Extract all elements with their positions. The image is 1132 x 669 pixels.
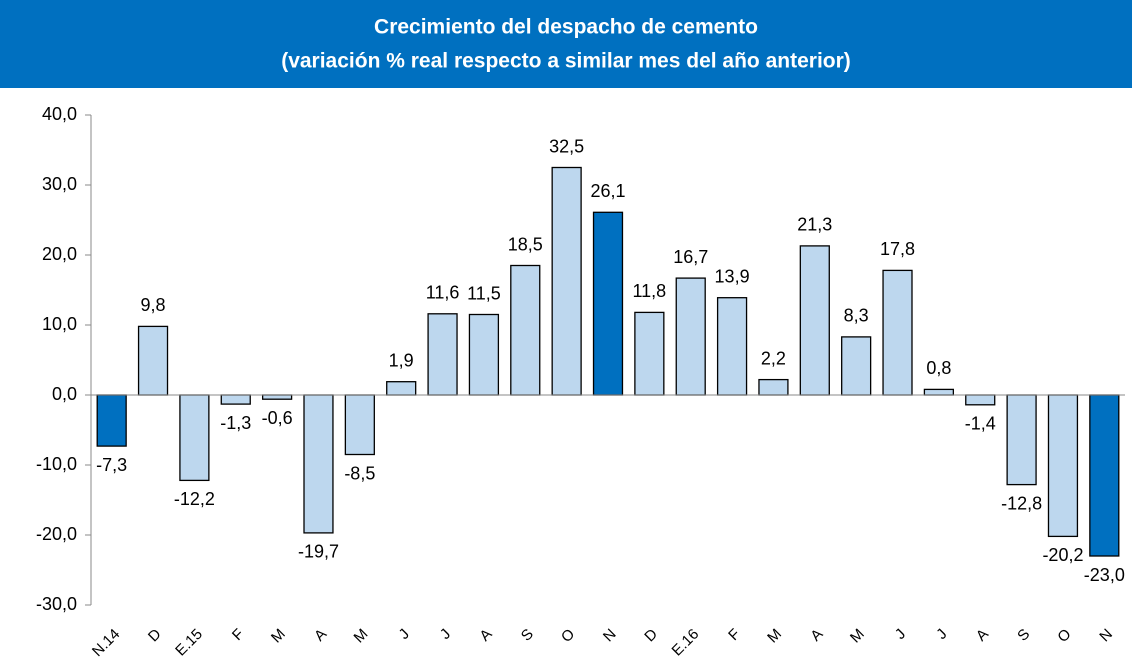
x-tick-label: A <box>476 626 495 645</box>
value-label: 11,6 <box>426 283 460 303</box>
x-tick-label: S <box>518 626 537 645</box>
value-label: 9,8 <box>141 295 166 315</box>
value-label: 0,8 <box>926 358 951 378</box>
x-tick-label: J <box>437 626 454 643</box>
x-tick-label: D <box>641 626 661 646</box>
value-label: 8,3 <box>844 306 869 326</box>
value-label: -12,8 <box>1001 493 1042 513</box>
bar <box>965 394 996 406</box>
bar <box>386 381 417 396</box>
x-tick-label: A <box>973 626 992 645</box>
value-label: 18,5 <box>508 234 543 254</box>
x-tick-label: A <box>311 626 330 645</box>
value-label: 26,1 <box>590 181 625 201</box>
bar <box>799 245 830 396</box>
x-tick-label: F <box>725 626 744 645</box>
chart-title: Crecimiento del despacho de cemento <box>374 16 758 39</box>
value-label: -12,2 <box>174 489 215 509</box>
x-tick-label: S <box>1014 626 1033 645</box>
bar <box>1006 394 1037 486</box>
value-label: 13,9 <box>715 266 750 286</box>
bar <box>510 264 541 396</box>
bar <box>1089 394 1120 557</box>
bar <box>551 166 582 396</box>
x-tick-label: F <box>229 626 248 645</box>
y-tick-label: 10,0 <box>42 314 77 334</box>
bar <box>716 297 748 396</box>
value-label: 21,3 <box>797 215 832 235</box>
y-tick-label: -20,0 <box>36 524 77 544</box>
x-tick-label: D <box>145 626 165 646</box>
value-label: 16,7 <box>673 247 708 267</box>
title-banner <box>0 0 1132 88</box>
bar <box>882 269 913 396</box>
bar <box>592 211 624 396</box>
value-label: 17,8 <box>880 239 915 259</box>
value-label: -23,0 <box>1084 565 1125 585</box>
x-tick-label: E.15 <box>172 626 206 660</box>
x-tick-label: O <box>558 626 578 646</box>
bar <box>344 394 375 456</box>
x-tick-label: O <box>1054 626 1074 646</box>
value-label: 11,8 <box>633 281 667 301</box>
x-tick-label: M <box>764 626 785 647</box>
bar <box>427 313 458 396</box>
bar <box>675 277 706 396</box>
value-label: 11,5 <box>467 283 501 303</box>
bar <box>179 394 210 482</box>
bar <box>758 378 789 396</box>
y-tick-label: 30,0 <box>42 174 77 194</box>
x-tick-label: N.14 <box>89 626 123 660</box>
value-label: -7,3 <box>96 455 127 475</box>
bar <box>220 394 251 405</box>
y-tick-label: 20,0 <box>42 244 77 264</box>
bar <box>261 394 293 400</box>
x-tick-label: N <box>600 626 620 646</box>
chart-subtitle: (variación % real respecto a similar mes… <box>281 50 851 73</box>
bar <box>468 313 500 396</box>
x-tick-label: N <box>1096 626 1116 646</box>
y-tick-label: -10,0 <box>36 454 77 474</box>
bar <box>923 388 955 396</box>
x-tick-label: J <box>892 626 909 643</box>
value-label: 32,5 <box>549 136 584 156</box>
value-label: -1,4 <box>965 414 996 434</box>
value-label: 1,9 <box>389 350 414 370</box>
value-label: -0,6 <box>262 408 293 428</box>
y-tick-label: -30,0 <box>36 594 77 614</box>
bar <box>303 394 334 534</box>
value-label: -8,5 <box>344 463 375 483</box>
x-tick-label: M <box>268 626 289 647</box>
bar <box>137 325 169 396</box>
value-label: -20,2 <box>1042 545 1083 565</box>
bar <box>634 311 665 396</box>
y-tick-label: 0,0 <box>52 384 77 404</box>
x-tick-label: M <box>847 626 868 647</box>
value-label: -1,3 <box>220 413 251 433</box>
value-label: -19,7 <box>298 542 339 562</box>
bar <box>841 336 872 396</box>
x-tick-label: A <box>807 626 826 645</box>
x-tick-label: M <box>351 626 372 647</box>
value-label: 2,2 <box>761 348 786 368</box>
x-tick-label: J <box>933 626 950 643</box>
x-tick-label: E.16 <box>669 626 703 660</box>
x-tick-label: J <box>396 626 413 643</box>
bar <box>1047 394 1079 538</box>
bar <box>96 394 127 447</box>
y-tick-label: 40,0 <box>42 104 77 124</box>
